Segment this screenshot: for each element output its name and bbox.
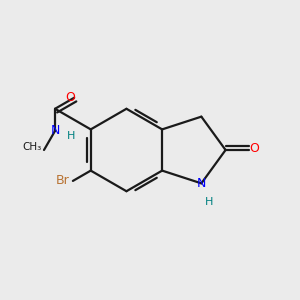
Text: Br: Br	[56, 174, 70, 188]
Text: N: N	[197, 177, 206, 190]
Text: O: O	[66, 91, 76, 104]
Text: H: H	[67, 131, 75, 141]
Text: CH₃: CH₃	[22, 142, 42, 152]
Text: O: O	[250, 142, 260, 155]
Text: N: N	[50, 124, 60, 137]
Text: H: H	[205, 197, 214, 207]
